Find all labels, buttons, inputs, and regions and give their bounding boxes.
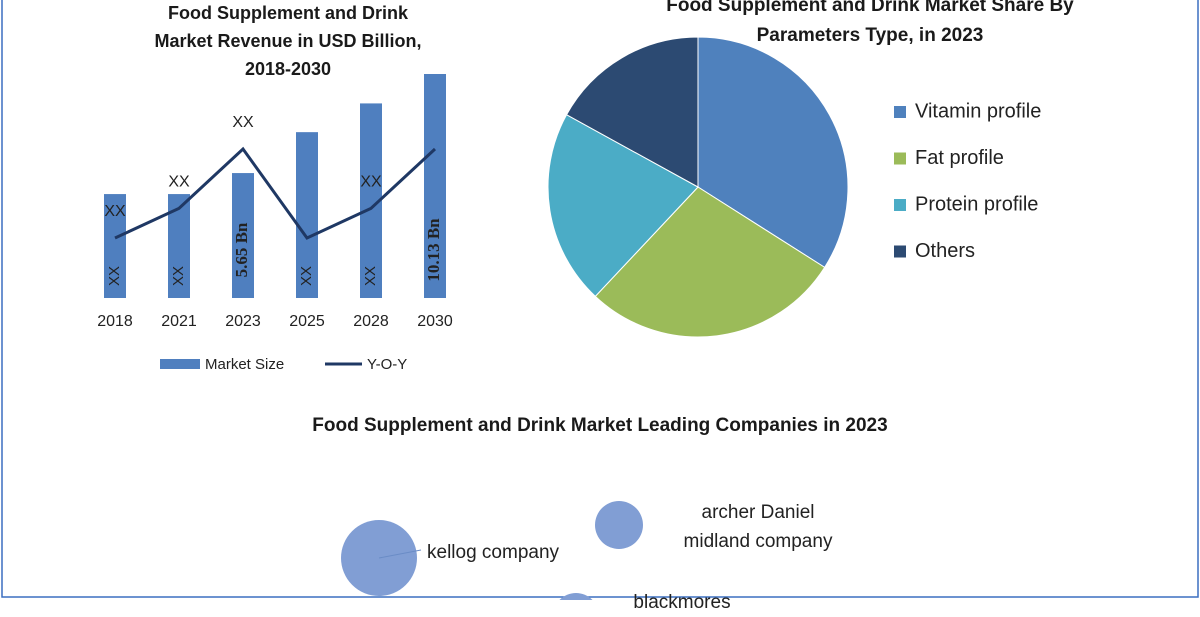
legend-label: Others (915, 240, 975, 262)
legend-label: Fat profile (915, 147, 1004, 169)
pie-slice (594, 186, 826, 338)
line (114, 146, 437, 240)
bar-value-label: XX (298, 266, 315, 286)
pie-slice (697, 36, 849, 269)
leader-line (378, 549, 422, 559)
legend-label: Vitamin profile (915, 100, 1041, 122)
legend-swatch (894, 106, 906, 118)
bar (104, 194, 126, 298)
legend-swatch (894, 245, 906, 258)
bar (424, 74, 446, 298)
line-value-label: XX (168, 174, 190, 191)
x-tick-label: 2021 (161, 313, 197, 330)
pie-chart-title: Food Supplement and Drink Market Share B… (666, 0, 1074, 46)
company-label: blackmores (633, 592, 731, 613)
bar-value-label: XX (106, 266, 123, 286)
x-tick-label: 2025 (289, 313, 325, 330)
x-tick-label: 2023 (225, 313, 261, 330)
pie-slice (547, 114, 699, 298)
company-bubble (595, 501, 643, 549)
line-value-label: XX (232, 114, 254, 131)
legend-label: Market Size (205, 356, 284, 373)
bar-chart-title: Food Supplement and Drink Market Revenue… (154, 3, 422, 79)
line-value-label: XX (104, 203, 126, 220)
legend-swatch (894, 199, 906, 211)
pie-slice (565, 36, 699, 188)
bar-value-label: XX (362, 266, 379, 286)
legend-swatch (160, 359, 200, 369)
bar-value-label: XX (170, 266, 187, 286)
chart: 2018 XX 2021 XX 2023 5.65 Bn 2025 XX 2028 XX 2030 1… (1, 0, 1199, 600)
frame (1, 0, 1199, 598)
x-tick-label: 2028 (353, 313, 389, 330)
bubble-chart-title: Food Supplement and Drink Market Leading… (312, 415, 888, 436)
company-bubble (559, 593, 593, 600)
line-value-label: XX (360, 174, 382, 191)
bar (360, 103, 382, 299)
legend-label: Protein profile (915, 193, 1038, 215)
bar (232, 173, 254, 298)
x-tick-label: 2030 (417, 313, 453, 330)
x-tick-label: 2018 (97, 313, 133, 330)
bar (168, 194, 190, 298)
legend-swatch (894, 152, 906, 165)
bar-value-label: 10.13 Bn (424, 218, 443, 282)
company-label: kellog company (427, 542, 560, 563)
legend-label: Y-O-Y (367, 356, 407, 373)
company-label: archer Daniel midland company (683, 502, 833, 552)
bar-value-label: 5.65 Bn (232, 222, 251, 277)
bar (296, 132, 318, 298)
